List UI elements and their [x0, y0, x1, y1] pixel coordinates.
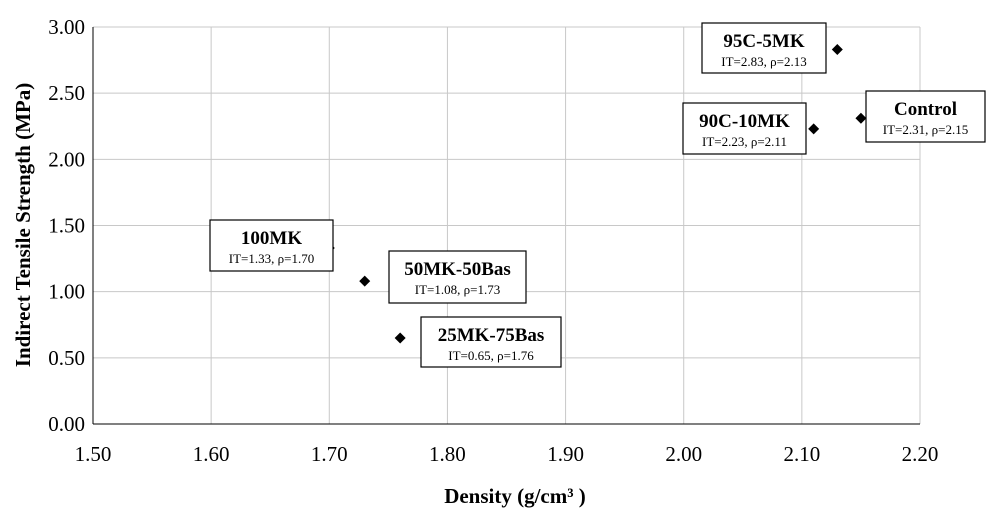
annotation-box: 50MK-50Bas IT=1.08, ρ=1.73: [388, 250, 527, 304]
x-tick-label: 1.80: [429, 442, 466, 466]
y-tick-label: 0.50: [48, 346, 85, 370]
annotation-detail: IT=2.23, ρ=2.11: [702, 134, 787, 149]
annotation-box: 100MK IT=1.33, ρ=1.70: [209, 219, 334, 272]
axis-layer: [92, 27, 920, 425]
annotation-box: Control IT=2.31, ρ=2.15: [865, 90, 986, 143]
x-tick-label: 2.10: [783, 442, 820, 466]
annotation-border: [388, 250, 527, 304]
data-point-marker: [359, 275, 371, 287]
annotation-box: 25MK-75Bas IT=0.65, ρ=1.76: [420, 316, 562, 368]
annotation-label: Control: [894, 99, 957, 120]
annotation-label: 90C-10MK: [699, 111, 790, 132]
y-tick-label: 0.00: [48, 412, 85, 436]
annotation-detail: IT=1.08, ρ=1.73: [415, 282, 500, 297]
annotation-label: 95C-5MK: [723, 31, 804, 52]
point-annotations: 100MK IT=1.33, ρ=1.70 50MK-50Bas IT=1.08, ρ…: [209, 22, 986, 368]
annotation-border: [420, 316, 562, 368]
annotation-border: [209, 219, 334, 272]
annotation-detail: IT=1.33, ρ=1.70: [229, 251, 314, 266]
x-tick-label: 1.60: [193, 442, 230, 466]
y-axis-title: Indirect Tensile Strength (MPa): [11, 83, 35, 367]
annotation-box: 95C-5MK IT=2.83, ρ=2.13: [701, 22, 827, 74]
x-tick-label: 1.50: [75, 442, 112, 466]
y-tick-label: 1.00: [48, 280, 85, 304]
annotation-label: 25MK-75Bas: [438, 325, 545, 346]
data-point-marker: [394, 332, 406, 344]
annotation-label: 50MK-50Bas: [404, 259, 511, 280]
annotation-label: 100MK: [241, 228, 302, 249]
x-tick-label: 2.00: [665, 442, 702, 466]
y-tick-label: 1.50: [48, 214, 85, 238]
y-tick-label: 2.50: [48, 81, 85, 105]
annotation-detail: IT=0.65, ρ=1.76: [448, 348, 534, 363]
annotation-border: [865, 90, 986, 143]
tick-labels: 1.50 1.60 1.70 1.80 1.90 2.00 2.10 2.20 0.00 0.50…: [48, 15, 938, 466]
y-tick-label: 2.00: [48, 147, 85, 171]
y-tick-label: 3.00: [48, 15, 85, 39]
annotation-detail: IT=2.31, ρ=2.15: [883, 122, 968, 137]
annotation-box: 90C-10MK IT=2.23, ρ=2.11: [682, 102, 807, 155]
x-tick-label: 1.90: [547, 442, 584, 466]
data-point-marker: [855, 112, 867, 124]
x-axis-title: Density (g/cm³ ): [444, 484, 586, 508]
annotation-border: [701, 22, 827, 74]
data-point-marker: [808, 123, 820, 135]
annotation-border: [682, 102, 807, 155]
x-tick-label: 2.20: [902, 442, 939, 466]
data-point-marker: [831, 43, 843, 55]
annotation-detail: IT=2.83, ρ=2.13: [721, 54, 806, 69]
x-tick-label: 1.70: [311, 442, 348, 466]
